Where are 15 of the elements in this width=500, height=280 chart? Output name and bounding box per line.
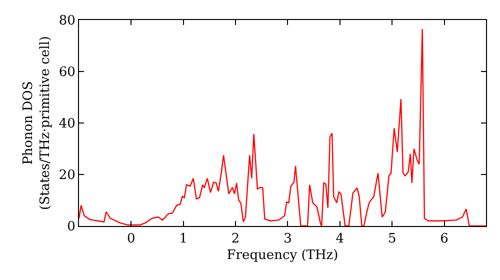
line-series — [79, 28, 486, 226]
y-axis-title: Phonon DOS (States/THz·primitive cell) — [20, 36, 53, 210]
y-tick-label: 20 — [58, 168, 76, 184]
y-tick-label: 40 — [58, 116, 76, 132]
x-tick-label: 6 — [440, 232, 448, 247]
x-tick-label: 0 — [127, 232, 136, 247]
y-tick-label: 60 — [58, 65, 76, 80]
x-tick-label: 2 — [231, 232, 240, 247]
x-axis-title: Frequency (THz) — [226, 248, 338, 264]
x-tick-label: 3 — [284, 232, 292, 247]
y-tick-label: 80 — [58, 14, 76, 29]
x-tick-label: 4 — [336, 232, 344, 247]
y-tick-label: 0 — [67, 220, 76, 235]
x-tick-label: 5 — [388, 232, 396, 247]
x-tick-label: 1 — [179, 232, 188, 247]
